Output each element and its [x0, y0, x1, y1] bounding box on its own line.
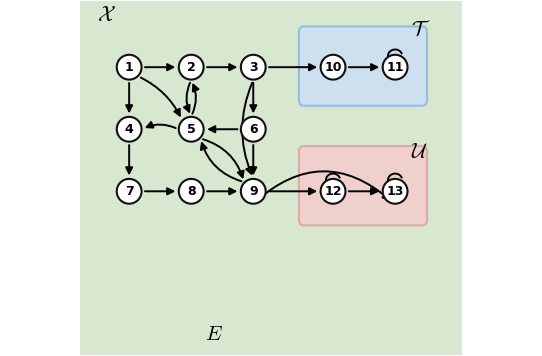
Circle shape	[321, 55, 345, 80]
Circle shape	[383, 55, 408, 80]
Circle shape	[179, 55, 204, 80]
FancyBboxPatch shape	[75, 0, 467, 356]
Circle shape	[241, 55, 266, 80]
FancyBboxPatch shape	[299, 26, 427, 106]
Circle shape	[321, 179, 345, 204]
Text: 10: 10	[324, 61, 342, 74]
Circle shape	[117, 117, 141, 142]
Text: 2: 2	[187, 61, 196, 74]
Text: $\mathcal{U}$: $\mathcal{U}$	[411, 143, 428, 162]
Text: 1: 1	[125, 61, 133, 74]
Circle shape	[241, 117, 266, 142]
Text: $\mathcal{T}$: $\mathcal{T}$	[411, 21, 430, 40]
Text: 3: 3	[249, 61, 257, 74]
Text: 13: 13	[386, 185, 404, 198]
Text: 4: 4	[125, 123, 133, 136]
Text: 7: 7	[125, 185, 133, 198]
Text: $\mathcal{X}$: $\mathcal{X}$	[97, 6, 116, 25]
FancyBboxPatch shape	[299, 146, 427, 225]
Text: 12: 12	[324, 185, 342, 198]
Circle shape	[117, 179, 141, 204]
Circle shape	[179, 117, 204, 142]
Text: 9: 9	[249, 185, 257, 198]
Circle shape	[179, 179, 204, 204]
Text: 5: 5	[187, 123, 196, 136]
Text: 11: 11	[386, 61, 404, 74]
Circle shape	[241, 179, 266, 204]
Circle shape	[117, 55, 141, 80]
Text: 8: 8	[187, 185, 196, 198]
Text: 6: 6	[249, 123, 257, 136]
Circle shape	[383, 179, 408, 204]
Text: $E$: $E$	[204, 325, 222, 344]
